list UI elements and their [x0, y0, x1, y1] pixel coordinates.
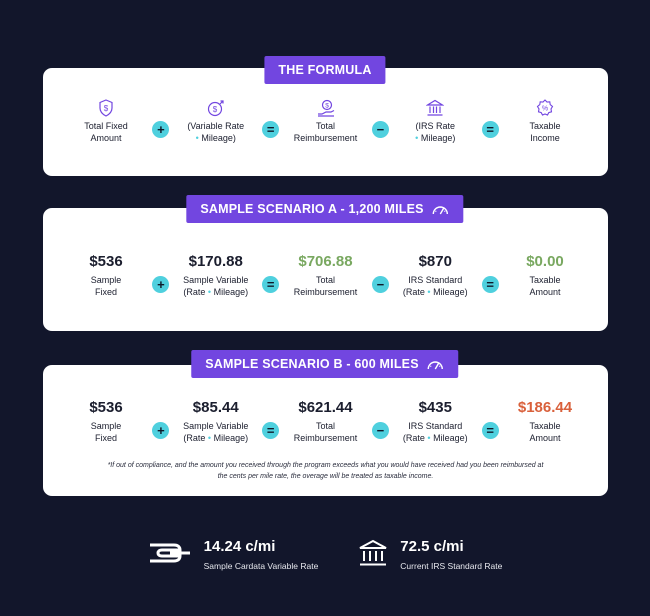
bank-icon [390, 95, 480, 117]
scenario-b-taxable: $186.44 Taxable Amount [500, 398, 590, 444]
amount-label: Sample Fixed [90, 421, 122, 443]
amount-value: $536 [89, 399, 123, 416]
amount-label: Total Reimbursement [293, 421, 358, 443]
scenario-b-row: $536 Sample Fixed + $85.44 Sample Variabl… [43, 398, 608, 444]
minus-operator: − [371, 422, 389, 439]
scenario-b-total: $621.44 Total Reimbursement [281, 398, 371, 444]
amount-value: $0.00 [526, 253, 564, 270]
scenario-a-row: $536 Sample Fixed + $170.88 Sample Variab… [43, 252, 608, 298]
amount-label: Sample Variable (Rate • Mileage) [183, 275, 249, 297]
bank-icon [358, 539, 388, 572]
equals-operator: = [481, 121, 499, 138]
svg-text:$: $ [213, 105, 218, 114]
percent-badge-icon: % [500, 95, 590, 117]
scenario-a-fixed: $536 Sample Fixed [61, 252, 151, 298]
plus-operator: + [152, 422, 170, 439]
scenario-a-taxable: $0.00 Taxable Amount [500, 252, 590, 298]
speedometer-icon [427, 357, 445, 371]
formula-row: $ Total Fixed Amount + $ (Variable Rate • … [43, 95, 608, 144]
svg-text:%: % [542, 106, 548, 113]
minus-operator: − [371, 276, 389, 293]
formula-label: Total Fixed Amount [84, 121, 128, 143]
equals-operator: = [481, 276, 499, 293]
formula-label: (IRS Rate • Mileage) [415, 121, 456, 143]
equals-operator: = [481, 422, 499, 439]
speedometer-icon [432, 202, 450, 216]
scenario-b-fixed: $536 Sample Fixed [61, 398, 151, 444]
scenario-b-irs: $435 IRS Standard (Rate • Mileage) [390, 398, 480, 444]
amount-value: $870 [418, 253, 452, 270]
scenario-a-card: $536 Sample Fixed + $170.88 Sample Variab… [43, 208, 608, 331]
cardata-rate-stat: 14.24 c/mi Sample Cardata Variable Rate [148, 538, 319, 572]
formula-item-total: $ Total Reimbursement [281, 95, 371, 144]
formula-label: Total Reimbursement [293, 121, 358, 143]
stat-label: Sample Cardata Variable Rate [203, 561, 319, 571]
amount-label: Total Reimbursement [293, 275, 358, 297]
scenario-a-irs: $870 IRS Standard (Rate • Mileage) [390, 252, 480, 298]
scenario-b-card: $536 Sample Fixed + $85.44 Sample Variabl… [43, 365, 608, 496]
scenario-a-variable: $170.88 Sample Variable (Rate • Mileage) [171, 252, 261, 298]
dollar-growth-icon: $ [171, 95, 261, 117]
amount-value: $85.44 [192, 399, 239, 416]
formula-item-taxable: % Taxable Income [500, 95, 590, 144]
amount-value: $170.88 [188, 253, 243, 270]
equals-operator: = [262, 422, 280, 439]
formula-label: (Variable Rate • Mileage) [187, 121, 245, 143]
amount-value: $536 [89, 253, 123, 270]
equals-operator: = [262, 276, 280, 293]
amount-value: $186.44 [517, 399, 573, 416]
compliance-footnote: *If out of compliance, and the amount yo… [107, 462, 544, 480]
dollar-shield-icon: $ [61, 95, 151, 117]
scenario-a-title: SAMPLE SCENARIO A - 1,200 MILES [186, 195, 464, 223]
svg-text:$: $ [325, 103, 329, 110]
plus-operator: + [152, 276, 170, 293]
formula-item-fixed: $ Total Fixed Amount [61, 95, 151, 144]
scenario-b-title: SAMPLE SCENARIO B - 600 MILES [191, 350, 459, 378]
stat-value: 14.24 c/mi [203, 538, 276, 555]
scenario-a-total: $706.88 Total Reimbursement [281, 252, 371, 298]
plus-operator: + [152, 121, 170, 138]
amount-value: $435 [418, 399, 452, 416]
formula-title: THE FORMULA [264, 56, 386, 84]
amount-label: Sample Fixed [90, 275, 122, 297]
irs-rate-stat: 72.5 c/mi Current IRS Standard Rate [358, 538, 502, 572]
stat-value: 72.5 c/mi [400, 538, 464, 555]
amount-label: Taxable Amount [529, 275, 561, 297]
cardata-logo-icon [148, 541, 192, 570]
rate-stats: 14.24 c/mi Sample Cardata Variable Rate … [0, 538, 650, 572]
amount-label: IRS Standard (Rate • Mileage) [402, 275, 468, 297]
amount-label: Sample Variable (Rate • Mileage) [183, 421, 249, 443]
reimbursement-hand-icon: $ [281, 95, 371, 117]
scenario-b-variable: $85.44 Sample Variable (Rate • Mileage) [171, 398, 261, 444]
amount-label: Taxable Amount [529, 421, 561, 443]
formula-card: $ Total Fixed Amount + $ (Variable Rate • … [43, 68, 608, 176]
svg-text:$: $ [104, 104, 109, 113]
amount-value: $706.88 [298, 253, 353, 270]
stat-label: Current IRS Standard Rate [400, 561, 503, 571]
minus-operator: − [371, 121, 389, 138]
formula-label: Taxable Income [529, 121, 561, 143]
formula-item-variable: $ (Variable Rate • Mileage) [171, 95, 261, 144]
equals-operator: = [262, 121, 280, 138]
amount-label: IRS Standard (Rate • Mileage) [402, 421, 468, 443]
amount-value: $621.44 [298, 399, 353, 416]
formula-item-irs: (IRS Rate • Mileage) [390, 95, 480, 144]
